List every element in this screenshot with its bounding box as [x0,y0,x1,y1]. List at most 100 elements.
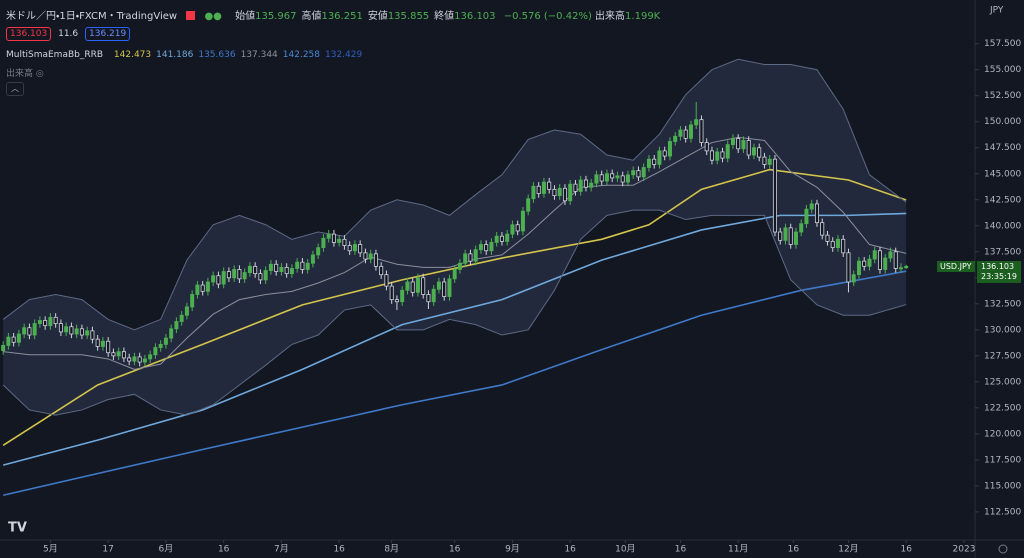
candle-body [326,233,331,239]
ohlc-value: 135.855 [387,11,430,22]
candle-body [321,237,326,249]
y-tick-label: 127.500 [984,351,1021,361]
candle-body [232,269,237,279]
candle-body [263,270,268,281]
candle-body [841,238,846,254]
x-tick-label: 9月 [505,544,520,555]
candle-body [279,266,284,272]
legend-value: 142.473 [113,50,152,60]
candle-body [284,266,289,275]
ohlc-label: 始値 [235,11,256,22]
countdown: 23:35:19 [981,272,1017,281]
candle-body [799,223,804,233]
candle-body [274,263,279,272]
settings-icon[interactable] [998,544,1008,554]
x-tick-label: 10月 [615,544,635,555]
legend-value: 142.258 [282,50,320,60]
candle-body [515,224,520,232]
candle-body [153,347,158,356]
candle-body [221,271,226,285]
candle-body [830,240,835,249]
candle-body [888,251,893,259]
candle-body [184,306,189,316]
candle-body [578,179,583,192]
eye-icon[interactable]: ◎ [35,69,44,79]
x-tick-label: 17 [102,545,113,555]
volume: 1.199K [625,11,661,22]
candle-body [127,357,132,362]
ohlc-value: 136.103 [454,11,496,22]
candle-body [652,158,657,165]
candle-body [27,327,32,336]
candle-body [778,231,783,241]
candle-body [463,253,468,264]
x-tick-label: 16 [788,545,800,555]
candle-body [1,345,6,352]
candle-body [352,244,357,252]
candle-body [368,253,373,260]
candle-body [641,167,646,178]
candle-body [179,314,184,322]
candle-body [583,179,588,188]
candle-body [216,275,221,285]
y-tick-label: 120.000 [984,429,1021,439]
buy-button[interactable]: 136.219 [85,27,131,41]
candle-body [494,235,499,243]
y-tick-label: 112.500 [984,507,1021,517]
candle-body [389,285,394,301]
candle-body [636,170,641,178]
candle-body [872,250,877,260]
candle-body [620,175,625,183]
candle-body [447,278,452,297]
candle-body [163,337,168,345]
candle-body [573,183,578,192]
candle-body [510,224,515,235]
candle-body [709,150,714,161]
candle-body [820,222,825,236]
flag-icon[interactable] [186,11,196,20]
candle-body [715,151,720,161]
candle-body [893,251,898,269]
candle-body [415,277,420,293]
band-line [2,58,907,331]
x-tick-label: 16 [218,545,230,555]
candle-body [814,203,819,224]
candle-body [148,354,153,360]
x-tick-label: 12月 [838,544,858,555]
last-price: 136.103 [981,262,1015,271]
candle-body [662,150,667,157]
candle-body [452,269,457,280]
y-tick-label: 145.000 [984,169,1021,179]
candle-body [751,147,756,156]
candle-body [557,187,562,197]
band-fill [3,59,907,416]
logo: TV [8,521,27,536]
candle-body [95,338,100,347]
candle-body [43,320,48,327]
candle-body [100,340,105,347]
ohlc-value: 135.967 [255,11,297,22]
candle-body [379,265,384,276]
candle-body [442,281,447,297]
candle-body [741,140,746,150]
candle-body [457,262,462,270]
candle-body [6,336,11,346]
collapse-button[interactable]: ︿ [6,82,24,96]
legend-value: 132.429 [325,50,363,60]
candle-body [190,294,195,308]
candle-body [646,158,651,168]
candle-body [305,262,310,270]
candle-body [877,250,882,270]
candle-body [804,208,809,225]
candle-body [431,288,436,303]
x-tick-label: 2023 [953,545,976,555]
indicator-line [3,136,907,370]
candle-body [347,245,352,252]
y-tick-label: 140.000 [984,221,1021,231]
y-tick-label: 130.000 [984,325,1021,335]
candle-body [762,156,767,165]
sell-button[interactable]: 136.103 [6,27,52,41]
legend-value: 135.636 [198,50,236,60]
indicator-line [2,270,907,497]
candle-body [205,281,210,292]
